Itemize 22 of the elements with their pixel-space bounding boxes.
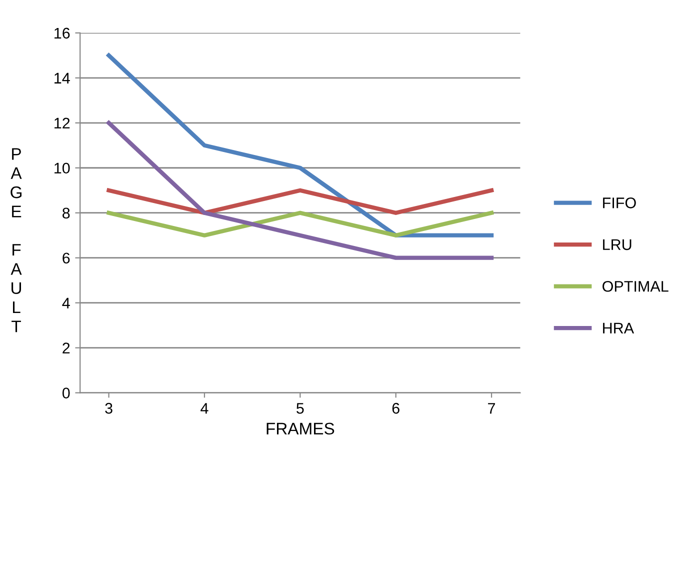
line-series bbox=[106, 120, 494, 260]
text: PAGE FAULT bbox=[10, 148, 22, 332]
y-tick-label: 14 bbox=[54, 72, 70, 84]
y-tick-label: 4 bbox=[62, 298, 70, 308]
x-tick-label: 3 bbox=[105, 402, 112, 414]
x-tick-label: 4 bbox=[200, 403, 208, 414]
y-tick-label: 0 bbox=[62, 388, 70, 398]
y-tick-label: 6 bbox=[62, 252, 70, 264]
y-tick-label: 10 bbox=[54, 162, 70, 174]
x-axis-title: FRAMES bbox=[266, 422, 334, 435]
legend-label: FIFO bbox=[603, 198, 636, 208]
legend-label: OPTIMAL bbox=[602, 280, 668, 292]
x-tick-label: 5 bbox=[296, 403, 304, 414]
y-tick-label: 12 bbox=[54, 118, 70, 128]
legend-label: HRA bbox=[603, 322, 634, 334]
y-tick-label: 2 bbox=[62, 342, 70, 354]
legend-label: LRU bbox=[603, 239, 632, 250]
x-tick-label: 7 bbox=[488, 403, 496, 414]
y-tick-label: 16 bbox=[54, 28, 70, 39]
x-tick-label: 6 bbox=[392, 402, 400, 414]
y-tick-label: 8 bbox=[62, 208, 70, 219]
line-series bbox=[106, 53, 494, 238]
